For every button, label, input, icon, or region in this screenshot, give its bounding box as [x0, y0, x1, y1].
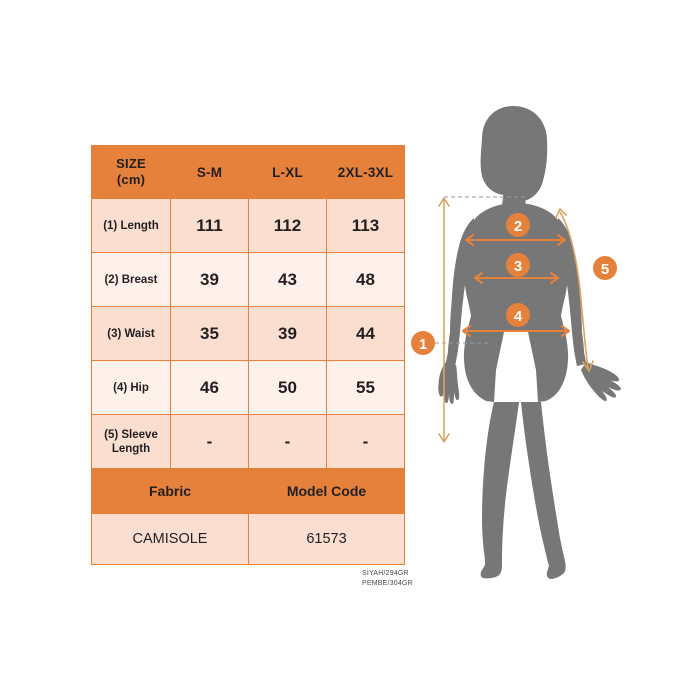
marker-badge-5-label: 5: [601, 261, 609, 278]
row-label-length: (1) Length: [91, 198, 171, 253]
cell-waist-s-m: 35: [170, 306, 249, 361]
cell-waist-2xl-3xl: 44: [326, 306, 405, 361]
measure-arrow-breast: [465, 234, 566, 246]
cell-length-2xl-3xl: 113: [326, 198, 405, 253]
female-body-silhouette: [438, 106, 621, 579]
header-col-l-xl: L-XL: [248, 145, 327, 199]
table-row: (3) Waist 35 39 44: [91, 306, 405, 361]
marker-badge-3: 3: [506, 253, 530, 277]
header-col-2xl-3xl: 2XL-3XL: [326, 145, 405, 199]
cell-sleeve-2xl-3xl: -: [326, 414, 405, 469]
row-label-sleeve-length: (5) Sleeve Length: [91, 414, 171, 469]
marker-badge-2-label: 2: [514, 218, 522, 235]
cell-breast-2xl-3xl: 48: [326, 252, 405, 307]
measure-arrow-sleeve-length: [555, 208, 594, 372]
measurement-figure: 1 2 3 4 5: [408, 100, 668, 590]
cell-model-code-value: 61573: [248, 513, 405, 565]
header-size-label: SIZE: [116, 156, 146, 171]
cell-hip-2xl-3xl: 55: [326, 360, 405, 415]
table-header-row: SIZE (cm) S-M L-XL 2XL-3XL: [91, 145, 405, 199]
cell-length-l-xl: 112: [248, 198, 327, 253]
length-guide-lines: [428, 196, 528, 344]
marker-badge-5: 5: [593, 256, 617, 280]
measure-arrow-length: [438, 197, 450, 443]
marker-badge-1: 1: [411, 331, 435, 355]
size-chart-table: SIZE (cm) S-M L-XL 2XL-3XL (1) Length 11…: [91, 145, 405, 565]
cell-breast-s-m: 39: [170, 252, 249, 307]
table-footer-header-row: Fabric Model Code: [91, 468, 405, 514]
cell-length-s-m: 111: [170, 198, 249, 253]
marker-badge-4: 4: [506, 303, 530, 327]
fabric-weight-footnote: SİYAH/294GR PEMBE/304GR: [362, 569, 482, 589]
measure-arrow-waist: [474, 272, 559, 284]
measure-arrow-hip: [462, 325, 570, 337]
header-size-unit: (cm): [116, 172, 146, 187]
row-label-hip: (4) Hip: [91, 360, 171, 415]
table-row: (4) Hip 46 50 55: [91, 360, 405, 415]
footnote-line-2: PEMBE/304GR: [362, 580, 413, 587]
cell-sleeve-l-xl: -: [248, 414, 327, 469]
cell-fabric-value: CAMISOLE: [91, 513, 249, 565]
row-label-breast: (2) Breast: [91, 252, 171, 307]
cell-waist-l-xl: 39: [248, 306, 327, 361]
cell-sleeve-s-m: -: [170, 414, 249, 469]
footnote-line-1: SİYAH/294GR: [362, 570, 409, 577]
marker-badge-2: 2: [506, 213, 530, 237]
table-row: (5) Sleeve Length - - -: [91, 414, 405, 469]
table-footer-value-row: CAMISOLE 61573: [91, 513, 405, 565]
header-col-s-m: S-M: [170, 145, 249, 199]
table-row: (1) Length 111 112 113: [91, 198, 405, 253]
header-model-code: Model Code: [248, 468, 405, 514]
cell-breast-l-xl: 43: [248, 252, 327, 307]
header-size-cell: SIZE (cm): [91, 145, 171, 199]
cell-hip-s-m: 46: [170, 360, 249, 415]
table-row: (2) Breast 39 43 48: [91, 252, 405, 307]
row-label-waist: (3) Waist: [91, 306, 171, 361]
header-fabric: Fabric: [91, 468, 249, 514]
marker-badge-1-label: 1: [419, 336, 427, 353]
cell-hip-l-xl: 50: [248, 360, 327, 415]
marker-badge-3-label: 3: [514, 258, 522, 275]
marker-badge-4-label: 4: [514, 308, 523, 325]
